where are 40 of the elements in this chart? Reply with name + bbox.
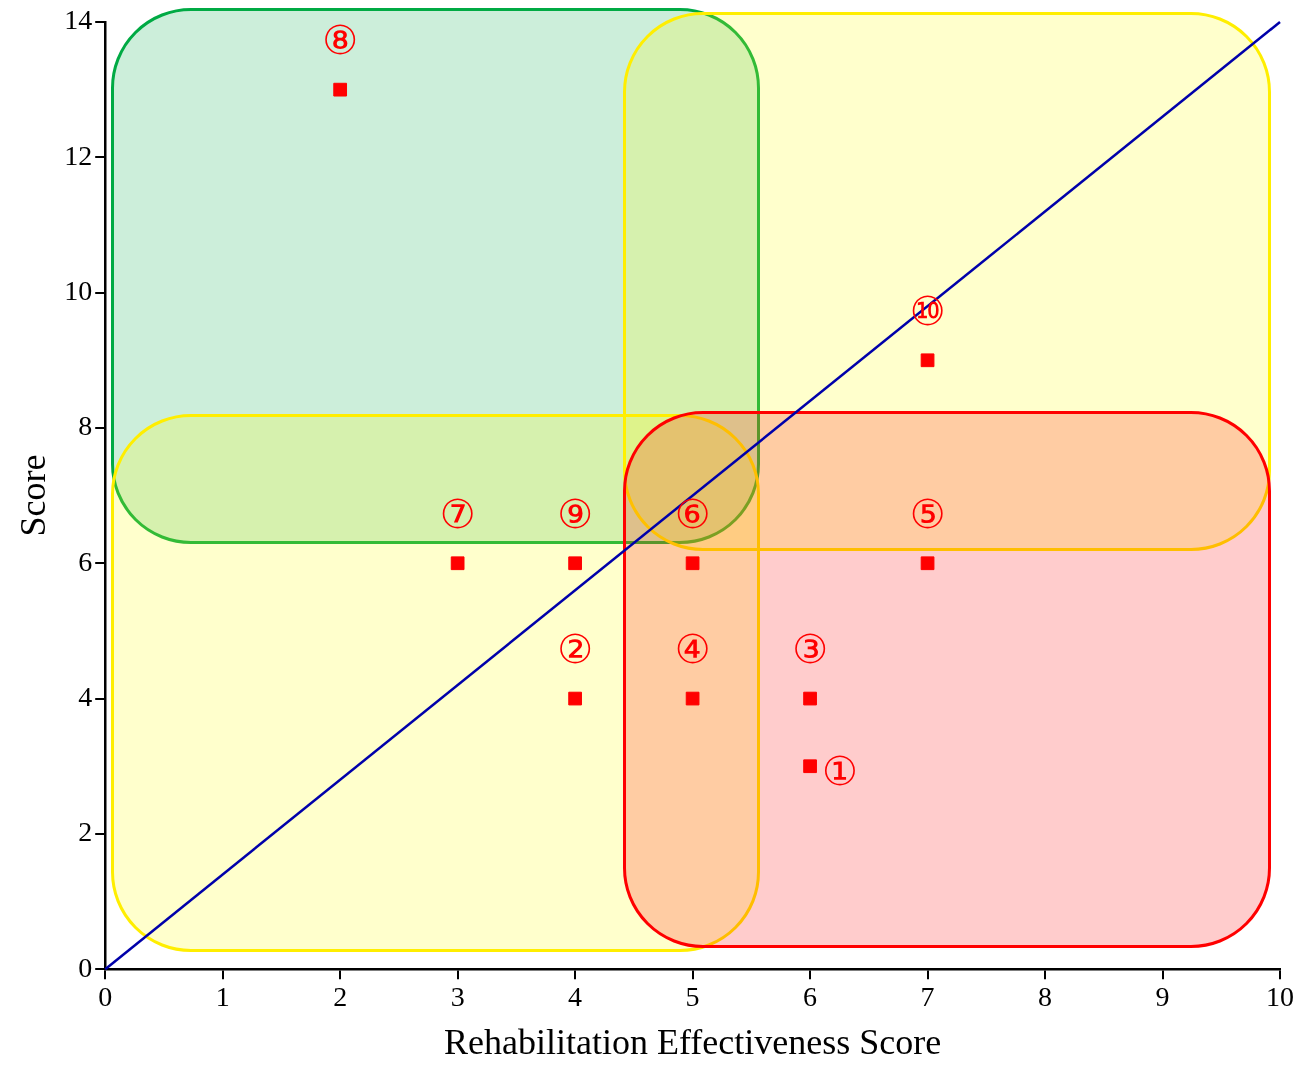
point <box>920 353 935 368</box>
x-tick-label: 0 <box>98 981 113 1013</box>
y-tick-label: 2 <box>78 816 93 848</box>
y-axis-title: Score <box>13 454 54 537</box>
point <box>685 556 700 571</box>
point <box>450 556 465 571</box>
x-tick-label: 8 <box>1038 981 1053 1013</box>
y-tick-label: 10 <box>64 274 93 306</box>
data-label: ⑦ <box>439 490 476 537</box>
point <box>803 691 817 706</box>
x-tick-label: 5 <box>685 981 700 1013</box>
y-tick-label: 14 <box>64 4 93 36</box>
x-tick-label: 10 <box>1266 981 1294 1013</box>
y-tick-label: 4 <box>78 680 93 712</box>
data-label: ⑥ <box>674 490 711 537</box>
x-tick-label: 9 <box>1155 981 1170 1013</box>
point <box>568 556 582 571</box>
data-label: ③ <box>792 625 829 672</box>
data-label: ⑧ <box>322 17 359 64</box>
x-tick-label: 7 <box>920 981 935 1013</box>
y-tick-label: 6 <box>78 545 93 577</box>
point <box>920 556 935 571</box>
x-tick-label: 3 <box>450 981 465 1013</box>
point <box>333 82 348 97</box>
data-label: ② <box>557 625 594 672</box>
data-label: ④ <box>674 625 711 672</box>
y-tick-label: 12 <box>64 139 93 171</box>
x-tick-label: 6 <box>803 981 818 1013</box>
point <box>568 691 582 706</box>
point <box>803 759 817 774</box>
point <box>685 691 700 706</box>
y-tick-label: 8 <box>78 410 93 442</box>
x-axis-title: Rehabilitation Effectiveness Score <box>444 1021 942 1062</box>
x-tick-label: 2 <box>333 981 348 1013</box>
x-tick-label: 4 <box>568 981 583 1013</box>
data-label: ① <box>822 747 858 794</box>
data-label: ⑨ <box>557 490 594 537</box>
data-label: ⑤ <box>909 490 946 537</box>
y-tick-label: 0 <box>78 951 93 983</box>
x-tick-label: 1 <box>215 981 230 1013</box>
